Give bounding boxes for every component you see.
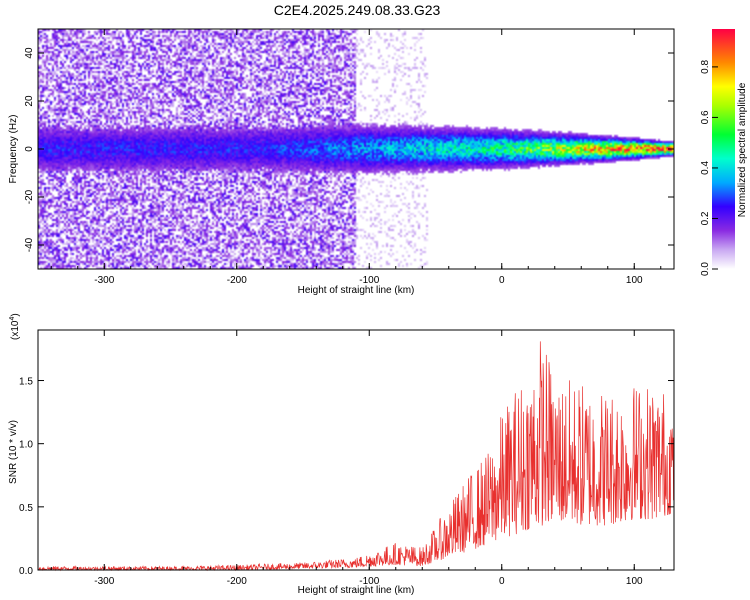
colorbar-ticks: 0.0 0.2 0.4 0.6 0.8	[700, 60, 718, 276]
spectrogram-y-ticks: -40 -20 0 20 40	[24, 47, 674, 252]
snr-scale-factor: (x104)	[9, 313, 21, 340]
snr-y-axis-label: SNR (10 * v/v)	[8, 420, 19, 484]
spectrogram-x-tick-label: 100	[626, 275, 643, 286]
colorbar-scale	[712, 29, 735, 269]
spectrogram-y-tick-label: 0	[24, 146, 35, 152]
colorbar-tick-label: 0.0	[700, 262, 711, 276]
snr-y-tick-label: 1.0	[19, 440, 33, 451]
snr-series-line	[37, 341, 675, 572]
spectrogram-y-tick-label: 20	[24, 95, 35, 107]
snr-x-tick-label: -300	[94, 576, 114, 587]
colorbar-tick-label: 0.6	[700, 110, 711, 124]
snr-y-tick-label: 1.5	[19, 377, 33, 388]
snr-x-tick-label: -200	[227, 576, 247, 587]
snr-y-tick-label: 0.5	[19, 503, 33, 514]
snr-frame	[37, 329, 675, 571]
spectrogram-x-axis-label: Height of straight line (km)	[298, 285, 415, 296]
spectrogram-y-tick-label: 40	[24, 47, 35, 59]
snr-x-tick-label: 100	[626, 576, 643, 587]
spectrogram-y-tick-label: -40	[24, 237, 35, 252]
snr-y-tick-label: 0.0	[19, 566, 33, 577]
spectrogram-y-tick-label: -20	[24, 189, 35, 204]
snr-x-ticks: -300 -200 -100 0 100	[50, 330, 662, 587]
snr-series	[37, 341, 675, 572]
spectrogram-x-tick-label: -300	[94, 275, 114, 286]
spectrogram-x-tick-label: -200	[227, 275, 247, 286]
colorbar-label: Normalized spectral amplitude	[737, 82, 748, 217]
figure-title: C2E4.2025.249.08.33.G23	[274, 2, 441, 18]
colorbar-tick-label: 0.4	[700, 161, 711, 175]
svg-text:(x104): (x104)	[9, 313, 21, 340]
snr-x-tick-label: 0	[499, 576, 505, 587]
snr-y-ticks: 0.0 0.5 1.0 1.5	[19, 377, 674, 577]
colorbar: 0.0 0.2 0.4 0.6 0.8 Normalized spectral ampl…	[700, 29, 748, 276]
snr-scale-prefix: (x10	[10, 320, 21, 340]
snr-panel: -300 -200 -100 0 100 0.0 0.5 1.0 1.5 Height of …	[8, 313, 675, 596]
colorbar-tick-label: 0.2	[700, 211, 711, 225]
spectrogram-y-axis-label: Frequency (Hz)	[8, 115, 19, 184]
snr-scale-exponent: 4	[9, 317, 16, 321]
snr-x-axis-label: Height of straight line (km)	[298, 585, 415, 596]
spectrogram-x-tick-label: -100	[359, 275, 379, 286]
spectrogram-x-tick-label: 0	[499, 275, 505, 286]
spectrogram-x-ticks: -300 -200 -100 0 100	[50, 29, 662, 286]
colorbar-tick-label: 0.8	[700, 60, 711, 74]
spectrogram-image	[38, 29, 674, 269]
snr-x-tick-label: -100	[359, 576, 379, 587]
